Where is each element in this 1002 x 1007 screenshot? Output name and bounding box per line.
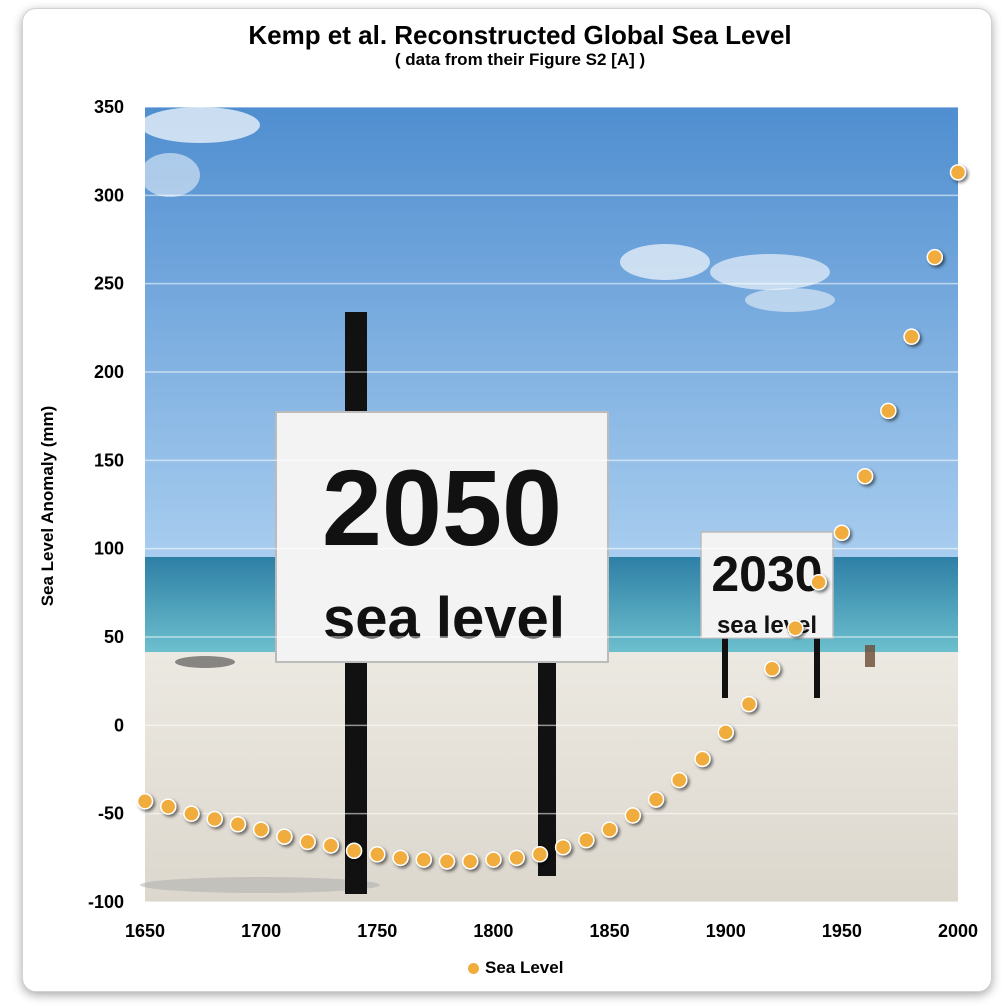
data-point <box>322 837 340 854</box>
data-point <box>903 328 920 345</box>
y-tick-label: 150 <box>94 450 124 470</box>
y-axis-label: Sea Level Anomaly (mm) <box>38 405 57 607</box>
y-tick-label: 250 <box>94 274 124 294</box>
data-point <box>229 816 247 833</box>
grid-lines <box>145 106 958 903</box>
data-point <box>485 851 502 868</box>
data-point <box>740 695 758 713</box>
sign-2050: 2050 sea level <box>275 312 609 894</box>
sign-2050-year: 2050 <box>322 447 562 568</box>
data-point <box>531 846 549 863</box>
data-point <box>949 164 967 181</box>
data-point <box>345 842 363 860</box>
data-point <box>438 853 456 870</box>
y-axis: -100 -50 0 50 100 150 200 250 300 350 <box>88 97 124 912</box>
x-tick-label: 1900 <box>706 921 746 941</box>
data-point <box>461 853 479 870</box>
legend-marker <box>468 962 479 974</box>
x-tick-label: 1950 <box>822 921 862 941</box>
data-point <box>856 467 874 485</box>
data-point <box>415 851 432 868</box>
chart-title: Kemp et al. Reconstructed Global Sea Lev… <box>248 20 792 50</box>
y-tick-label: 200 <box>94 362 124 382</box>
legend-label: Sea Level <box>485 958 564 977</box>
y-tick-label: -50 <box>98 804 124 824</box>
data-point <box>252 821 270 838</box>
data-point <box>810 573 827 591</box>
data-point <box>763 660 781 678</box>
data-point <box>183 805 200 822</box>
data-point <box>833 524 851 542</box>
data-point <box>136 793 154 810</box>
data-point <box>206 810 223 828</box>
y-tick-label: 350 <box>94 97 124 117</box>
data-point <box>624 807 642 824</box>
data-point <box>787 619 804 637</box>
data-point <box>578 831 595 849</box>
data-point <box>508 849 525 867</box>
data-point <box>694 750 711 768</box>
x-tick-label: 1650 <box>125 921 165 941</box>
x-tick-label: 1800 <box>473 921 513 941</box>
x-tick-label: 2000 <box>938 921 978 941</box>
y-tick-label: 100 <box>94 539 124 559</box>
data-point <box>671 771 688 789</box>
sign-2050-caption: sea level <box>323 586 565 651</box>
y-tick-label: 300 <box>94 185 124 205</box>
data-point <box>299 833 316 851</box>
sign-2030-year: 2030 <box>711 546 822 602</box>
x-tick-label: 1750 <box>357 921 397 941</box>
x-axis: 1650 1700 1750 1800 1850 1900 1950 2000 <box>125 921 978 941</box>
data-point <box>647 791 665 808</box>
x-tick-label: 1850 <box>590 921 630 941</box>
y-tick-label: -100 <box>88 892 124 912</box>
data-point <box>392 849 409 867</box>
data-point <box>554 838 572 856</box>
data-point <box>601 821 618 838</box>
data-point <box>369 846 386 863</box>
series-sea-level <box>136 164 967 870</box>
data-point <box>717 724 734 741</box>
data-point <box>926 248 944 266</box>
y-tick-label: 0 <box>114 715 124 735</box>
x-tick-label: 1700 <box>241 921 281 941</box>
legend: Sea Level <box>468 958 563 978</box>
data-point <box>880 402 897 420</box>
data-point <box>159 798 177 815</box>
data-point <box>276 828 293 845</box>
chart-subtitle: ( data from their Figure S2 [A] ) <box>394 50 646 69</box>
y-tick-label: 50 <box>104 627 124 647</box>
